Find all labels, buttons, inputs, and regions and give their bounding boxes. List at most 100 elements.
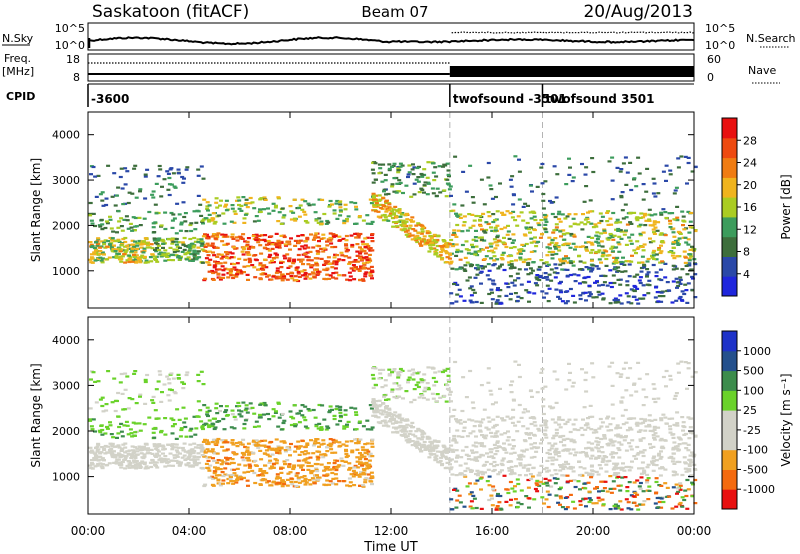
power-echo-cell — [491, 264, 496, 267]
velocity-echo-cell — [151, 401, 156, 404]
velocity-echo-cell — [157, 458, 162, 461]
power-echo-cell — [674, 186, 679, 189]
power-echo-cell — [490, 291, 494, 294]
power-echo-cell — [515, 272, 520, 275]
velocity-echo-cell — [331, 482, 335, 485]
power-echo-cell — [327, 277, 332, 280]
power-echo-cell — [338, 214, 343, 217]
velocity-echo-cell — [274, 477, 279, 480]
power-echo-cell — [267, 255, 272, 259]
power-echo-cell — [499, 263, 504, 266]
power-echo-cell — [382, 213, 387, 217]
velocity-echo-cell — [583, 428, 588, 431]
velocity-echo-cell — [127, 397, 132, 400]
power-echo-cell — [664, 179, 668, 182]
power-echo-cell — [675, 216, 680, 219]
power-echo-cell — [676, 157, 681, 160]
velocity-echo-cell — [142, 462, 147, 465]
velocity-echo-cell — [395, 414, 400, 417]
velocity-echo-cell — [490, 455, 494, 458]
power-echo-cell — [492, 259, 497, 262]
power-echo-cell — [495, 236, 500, 239]
power-echo-cell — [438, 191, 443, 194]
power-echo-cell — [168, 168, 173, 171]
velocity-echo-cell — [175, 451, 180, 454]
velocity-echo-cell — [615, 462, 620, 465]
power-echo-cell — [483, 231, 488, 234]
velocity-echo-cell — [587, 472, 592, 475]
velocity-echo-cell — [252, 471, 257, 475]
power-echo-cell — [433, 166, 438, 169]
power-echo-cell — [475, 268, 480, 271]
power-echo-cell — [309, 259, 314, 262]
power-echo-cell — [196, 246, 201, 249]
power-echo-cell — [240, 237, 245, 240]
power-echo-cell — [360, 258, 365, 261]
power-echo-cell — [644, 219, 649, 222]
power-echo-cell — [258, 244, 263, 247]
velocity-echo-cell — [124, 455, 129, 458]
velocity-echo-cell — [551, 437, 556, 440]
power-echo-cell — [516, 295, 521, 298]
power-echo-cell — [487, 215, 492, 218]
power-echo-cell — [109, 246, 114, 249]
velocity-echo-cell — [503, 432, 508, 435]
power-echo-cell — [177, 258, 182, 261]
power-echo-cell — [155, 260, 160, 263]
power-echo-cell — [378, 198, 383, 201]
power-echo-cell — [365, 236, 370, 239]
velocity-echo-cell — [584, 471, 589, 474]
power-echo-cell — [464, 190, 469, 193]
power-echo-cell — [89, 256, 94, 259]
velocity-echo-cell — [588, 404, 593, 407]
velocity-echo-cell — [608, 438, 613, 441]
velocity-echo-cell — [321, 456, 326, 459]
velocity-echo-cell — [139, 452, 144, 455]
velocity-echo-cell — [243, 409, 248, 412]
velocity-echo-cell — [549, 485, 554, 488]
power-echo-cell — [371, 172, 376, 175]
power-echo-cell — [491, 282, 496, 285]
power-echo-cell — [142, 255, 147, 258]
power-echo-cell — [170, 239, 175, 242]
velocity-echo-cell — [355, 448, 360, 451]
power-echo-cell — [454, 300, 459, 303]
power-echo-cell — [480, 267, 485, 270]
power-echo-cell — [615, 166, 620, 169]
power-echo-cell — [220, 265, 225, 268]
velocity-echo-cell — [498, 471, 502, 474]
power-echo-cell — [525, 221, 530, 225]
power-echo-cell — [392, 177, 397, 180]
power-echo-cell — [153, 248, 157, 251]
velocity-echo-cell — [235, 467, 240, 470]
velocity-echo-cell — [308, 456, 313, 459]
velocity-echo-cell — [553, 449, 558, 452]
power-echo-cell — [463, 269, 468, 272]
power-echo-cell — [361, 243, 366, 246]
velocity-echo-cell — [547, 493, 552, 496]
velocity-echo-cell — [338, 411, 343, 414]
power-echo-cell — [473, 250, 478, 253]
velocity-echo-cell — [449, 466, 454, 469]
power-echo-cell — [497, 295, 502, 298]
velocity-echo-cell — [225, 458, 230, 461]
power-echo-cell — [89, 243, 94, 246]
power-echo-cell — [303, 200, 308, 203]
power-echo-cell — [653, 213, 658, 216]
power-echo-cell — [221, 255, 226, 258]
power-echo-cell — [686, 282, 691, 285]
power-echo-cell — [184, 230, 189, 233]
power-echo-cell — [645, 260, 650, 263]
velocity-echo-cell — [377, 368, 382, 371]
power-echo-cell — [130, 239, 135, 242]
velocity-echo-cell — [304, 481, 309, 484]
power-echo-cell — [401, 191, 405, 195]
power-echo-cell — [296, 234, 301, 238]
velocity-echo-cell — [429, 441, 434, 444]
velocity-echo-cell — [474, 506, 479, 510]
power-echo-cell — [293, 244, 298, 247]
velocity-echo-cell — [223, 467, 228, 470]
velocity-echo-cell — [465, 485, 470, 488]
velocity-echo-cell — [646, 463, 651, 466]
